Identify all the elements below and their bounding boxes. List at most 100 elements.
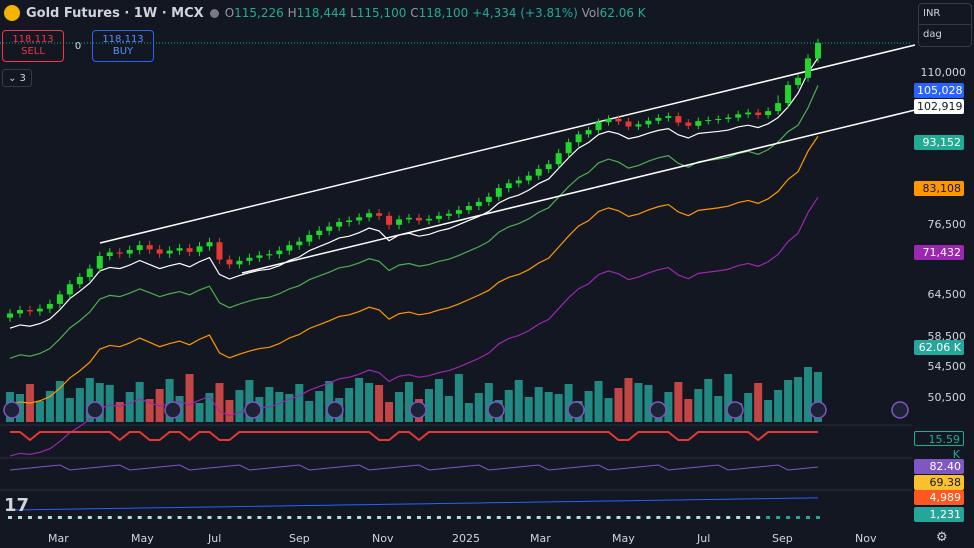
rsi-ma-tag: 69.38 bbox=[914, 475, 964, 490]
event-marker-icon bbox=[649, 401, 667, 419]
macd-hist-bar bbox=[407, 516, 412, 519]
candle-body bbox=[435, 215, 442, 219]
rsi-tag: 82.40 bbox=[914, 459, 964, 474]
candle-body bbox=[176, 248, 183, 251]
indicators-toggle[interactable]: ⌄ 3 bbox=[2, 69, 32, 87]
volume-bar bbox=[365, 383, 374, 422]
price-axis-label: 76,500 bbox=[927, 218, 967, 231]
unit-value[interactable]: dag bbox=[919, 24, 971, 45]
macd-hist-bar bbox=[576, 516, 581, 519]
candle-body bbox=[695, 121, 702, 126]
volume-bar bbox=[724, 374, 733, 422]
macd-hist-tag: 1,231 bbox=[914, 507, 964, 522]
candle-body bbox=[645, 120, 652, 125]
candle-body bbox=[625, 121, 632, 127]
time-axis-label: May bbox=[612, 532, 635, 545]
candle-body bbox=[535, 168, 542, 176]
candle-body bbox=[396, 219, 403, 225]
candle-body bbox=[186, 248, 193, 252]
time-axis-label: Nov bbox=[372, 532, 394, 545]
macd-hist-bar bbox=[646, 516, 651, 519]
sell-button[interactable]: 118,113 SELL bbox=[2, 30, 64, 62]
macd-hist-bar bbox=[117, 516, 122, 519]
macd-hist-bar bbox=[8, 516, 12, 519]
macd-hist-bar bbox=[237, 516, 242, 519]
macd-hist-bar bbox=[367, 516, 372, 519]
macd-hist-bar bbox=[806, 516, 811, 519]
macd-hist-bar bbox=[57, 516, 62, 519]
candle-body bbox=[296, 241, 303, 246]
macd-hist-bar bbox=[327, 516, 332, 519]
volume-bar bbox=[115, 402, 124, 422]
candle-body bbox=[256, 255, 263, 258]
candle-body bbox=[206, 242, 213, 247]
volume-bar bbox=[514, 380, 523, 422]
volume-bar bbox=[285, 394, 294, 422]
candle-body bbox=[505, 183, 512, 189]
macd-hist-bar bbox=[97, 516, 102, 519]
currency-unit-selector[interactable]: INR dag bbox=[918, 3, 972, 47]
sma-green-line bbox=[9, 85, 819, 359]
candle-body bbox=[406, 217, 413, 220]
market-status-icon bbox=[209, 8, 219, 18]
candle-body bbox=[565, 142, 572, 154]
candle-body bbox=[366, 213, 373, 218]
volume-bar bbox=[195, 403, 204, 422]
candle-body bbox=[675, 116, 682, 123]
candle-body bbox=[106, 252, 113, 256]
volume-bar bbox=[554, 394, 563, 422]
candle-body bbox=[116, 252, 123, 254]
volume-bar bbox=[105, 385, 114, 422]
volume-bar bbox=[185, 374, 194, 422]
candle-body bbox=[425, 218, 432, 221]
candle-body bbox=[665, 116, 672, 118]
volume-bar bbox=[474, 393, 483, 422]
macd-hist-bar bbox=[466, 516, 471, 519]
tradingview-logo[interactable]: 17 bbox=[4, 495, 30, 516]
rsi-line bbox=[9, 464, 819, 471]
candle-body bbox=[745, 112, 752, 115]
spread-value: 0 bbox=[74, 40, 82, 52]
macd-hist-bar bbox=[696, 516, 701, 519]
candle-body bbox=[795, 77, 802, 86]
volume-bar bbox=[45, 391, 54, 422]
volume-bar bbox=[275, 392, 284, 422]
candle-body bbox=[236, 260, 243, 265]
macd-hist-bar bbox=[446, 516, 451, 519]
volume-bar bbox=[155, 389, 164, 422]
volume-bar bbox=[544, 392, 553, 422]
candle-body bbox=[346, 220, 353, 222]
candle-body bbox=[415, 217, 422, 221]
time-axis-label: Mar bbox=[530, 532, 551, 545]
symbol-name[interactable]: Gold Futures · 1W · MCX bbox=[26, 5, 204, 21]
gear-icon[interactable]: ⚙ bbox=[936, 530, 948, 545]
candle-body bbox=[525, 175, 532, 181]
volume-bar bbox=[464, 403, 473, 422]
indicator-count: 3 bbox=[19, 72, 26, 84]
candle-body bbox=[226, 259, 233, 265]
volume-bar bbox=[355, 378, 364, 422]
volume-bar bbox=[694, 389, 703, 422]
price-tag-green-ma: 93,152 bbox=[914, 135, 964, 150]
currency-value[interactable]: INR bbox=[923, 8, 941, 19]
macd-hist-bar bbox=[347, 516, 352, 519]
buy-button[interactable]: 118,113 BUY bbox=[92, 30, 154, 62]
macd-hist-bar bbox=[666, 516, 671, 519]
macd-hist-bar bbox=[167, 516, 172, 519]
price-axis-label: 58,500 bbox=[927, 330, 967, 343]
volume-bar bbox=[225, 400, 234, 422]
macd-hist-bar bbox=[436, 516, 441, 519]
candle-body bbox=[16, 310, 23, 314]
macd-hist-bar bbox=[287, 516, 292, 519]
event-marker-icon bbox=[164, 401, 182, 419]
gold-coin-icon bbox=[4, 5, 20, 21]
macd-hist-bar bbox=[536, 516, 541, 519]
volume-bar bbox=[584, 391, 593, 422]
volume-bar bbox=[604, 398, 613, 422]
volume-bar bbox=[434, 379, 443, 422]
candle-body bbox=[266, 254, 273, 256]
candle-body bbox=[445, 213, 452, 216]
volume-bar bbox=[95, 383, 104, 422]
macd-hist-bar bbox=[17, 516, 22, 519]
